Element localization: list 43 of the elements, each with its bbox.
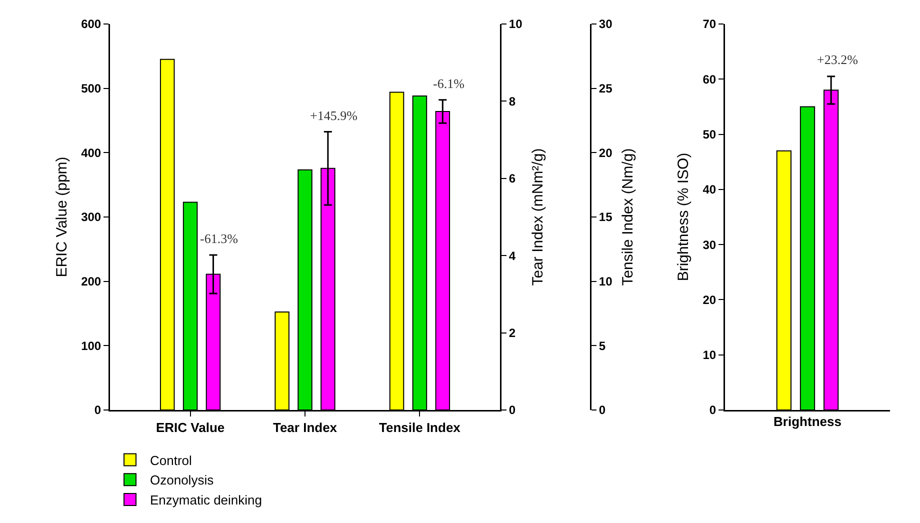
y-tick-label: 300 xyxy=(81,210,102,224)
y-tick-label: 40 xyxy=(702,182,716,197)
y2-tick-label: 0 xyxy=(508,403,516,418)
y-tick-label: 10 xyxy=(702,348,716,362)
legend-label: Ozonolysis xyxy=(150,472,214,488)
y3-tick-label: 30 xyxy=(598,17,613,32)
legend-label: Control xyxy=(150,452,192,468)
y-tick-label: 200 xyxy=(81,274,102,289)
y-tick-label: 30 xyxy=(702,238,716,252)
annotation: -6.1% xyxy=(433,76,465,91)
y-tick-label: 100 xyxy=(81,338,102,353)
y-tick-label: 50 xyxy=(702,127,716,142)
x-tick-label: ERIC Value xyxy=(156,420,225,436)
y2-tick-label: 4 xyxy=(508,248,516,263)
y2-tick-label: 10 xyxy=(508,17,523,32)
y2-axis-title: Tear Index (mNm²/g) xyxy=(529,148,546,286)
x-axis-title: Brightness xyxy=(774,414,842,429)
y-tick-label: 20 xyxy=(702,292,716,307)
y-tick-label: 70 xyxy=(702,17,716,32)
x-tick-label: Tear Index xyxy=(272,420,338,436)
y-axis-title: ERIC Value (ppm) xyxy=(54,156,71,278)
y3-tick-label: 15 xyxy=(598,210,613,224)
y-tick-label: 0 xyxy=(94,403,102,418)
annotation: +23.2% xyxy=(817,52,858,67)
annotation: +145.9% xyxy=(310,108,358,123)
y3-tick-label: 10 xyxy=(598,274,613,289)
y3-axis-title: Tensile Index (Nm/g) xyxy=(619,148,636,286)
x-tick-label: Tensile Index xyxy=(379,420,462,436)
y-axis-title: Brightness (% ISO) xyxy=(675,152,692,282)
y3-tick-label: 0 xyxy=(598,403,606,418)
y-tick-label: 500 xyxy=(81,82,102,96)
annotation: -61.3% xyxy=(200,231,238,246)
y-tick-label: 600 xyxy=(81,17,102,32)
y3-tick-label: 5 xyxy=(598,338,606,353)
y-tick-label: 400 xyxy=(81,146,102,160)
y-tick-label: 60 xyxy=(702,72,716,86)
y2-tick-label: 2 xyxy=(508,326,516,340)
legend-label: Enzymatic deinking xyxy=(150,492,262,508)
y2-tick-label: 6 xyxy=(508,172,516,186)
y2-tick-label: 8 xyxy=(508,94,516,108)
y3-tick-label: 20 xyxy=(598,146,613,160)
y-tick-label: 0 xyxy=(709,403,716,418)
y3-tick-label: 25 xyxy=(598,82,613,96)
